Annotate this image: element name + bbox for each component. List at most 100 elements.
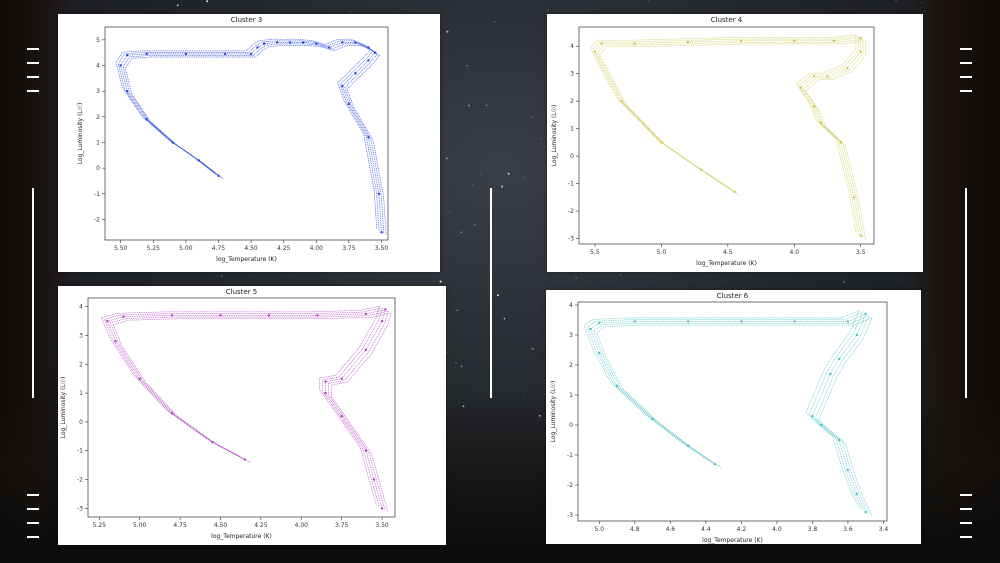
chart-cluster-5: Cluster 5 5.25 5.00 4.75 4.50 4.25 4.00 3.75 3.5… — [60, 288, 396, 540]
data-point — [832, 39, 836, 42]
star — [895, 0, 897, 2]
x-tick-label: 4.2 — [737, 526, 747, 533]
y-tick-label: -1 — [568, 181, 574, 188]
data-point — [819, 121, 822, 125]
star — [538, 414, 541, 417]
star — [221, 275, 223, 277]
y-tick-label: 1 — [79, 390, 83, 397]
data-point — [739, 39, 743, 42]
y-tick-label: 1 — [570, 126, 574, 133]
data-point — [864, 510, 867, 514]
data-point — [197, 159, 201, 162]
data-point — [600, 42, 603, 45]
data-point — [119, 64, 122, 67]
track-line — [106, 309, 386, 509]
y-tick-label: 3 — [79, 332, 83, 339]
x-tick-label: 4.0 — [789, 249, 799, 256]
deco-dash — [27, 76, 39, 78]
data-point — [256, 46, 259, 49]
data-point — [114, 340, 117, 343]
track-line — [124, 45, 387, 236]
data-point — [660, 141, 663, 144]
star — [575, 276, 577, 279]
data-point — [302, 41, 305, 44]
track-line — [101, 305, 380, 505]
x-tick-label: 3.4 — [879, 526, 889, 533]
data-point — [811, 414, 814, 418]
deco-dash — [27, 90, 39, 92]
data-point — [651, 417, 654, 421]
data-point — [373, 51, 377, 54]
y-tick-label: -2 — [568, 208, 574, 215]
data-point — [328, 46, 331, 49]
star — [635, 2, 637, 4]
deco-dash — [27, 494, 39, 496]
data-point — [184, 52, 188, 56]
data-point — [262, 42, 266, 45]
star — [524, 176, 526, 178]
star — [480, 173, 482, 175]
y-tick-label: 3 — [570, 71, 574, 78]
data-point — [243, 458, 246, 461]
y-tick-label: -3 — [567, 512, 573, 519]
data-point — [855, 492, 858, 496]
data-point — [138, 377, 141, 380]
data-point — [589, 327, 592, 331]
track-line — [589, 313, 867, 513]
chart-title: Cluster 6 — [717, 292, 749, 300]
y-tick-label: 4 — [79, 304, 83, 311]
data-point — [289, 41, 292, 44]
x-tick-label: 4.75 — [212, 245, 226, 252]
data-point — [364, 449, 368, 452]
star — [439, 280, 442, 283]
y-tick-label: 4 — [569, 302, 573, 309]
star — [496, 294, 499, 297]
deco-dash — [27, 48, 39, 50]
star — [524, 395, 526, 397]
chart-title: Cluster 4 — [711, 16, 743, 24]
x-tick-label: 5.00 — [179, 245, 193, 252]
data-point — [170, 412, 174, 415]
data-point — [145, 52, 148, 56]
data-point — [837, 357, 841, 361]
y-tick-label: -3 — [568, 236, 574, 243]
series-tracks — [589, 34, 866, 240]
chart-cluster-3: Cluster 3 5.50 5.25 5.00 4.75 4.50 4.25 4.00 3.7… — [77, 16, 389, 263]
data-point — [686, 320, 690, 323]
x-tick-label: 4.8 — [630, 526, 640, 533]
deco-dash — [960, 76, 972, 78]
x-tick-label: 3.75 — [335, 522, 349, 529]
x-tick-label: 5.25 — [93, 522, 107, 529]
data-point — [347, 102, 351, 106]
track-line — [109, 310, 389, 511]
y-tick-label: -1 — [567, 452, 573, 459]
data-point — [211, 440, 214, 444]
y-tick-label: 1 — [569, 392, 573, 399]
star — [500, 185, 504, 188]
data-point — [377, 192, 381, 195]
track-line — [586, 311, 864, 511]
chart-panel-cluster-4: Cluster 4 5.5 5.0 4.5 4.0 3.5 4 3 2 1 0 -1 -2 -3 log_T… — [547, 14, 923, 272]
star — [507, 172, 510, 175]
data-point — [846, 67, 849, 70]
data-point — [367, 136, 370, 139]
y-axis-label: Log_Luminosity (L☉) — [77, 103, 84, 165]
track-line — [117, 40, 380, 231]
track-line — [120, 42, 382, 233]
deco-dash — [960, 508, 972, 510]
data-point — [598, 321, 601, 325]
track-line — [599, 40, 866, 240]
data-point — [145, 118, 148, 121]
x-tick-label: 3.75 — [342, 245, 356, 252]
star — [473, 224, 476, 226]
data-point — [364, 348, 368, 352]
deco-dash — [960, 522, 972, 524]
track-line — [592, 35, 859, 235]
star — [679, 5, 681, 7]
x-tick-label: 4.25 — [254, 522, 268, 529]
y-tick-label: 2 — [96, 114, 100, 121]
y-tick-label: -2 — [94, 216, 100, 223]
star — [350, 11, 352, 12]
y-tick-label: 3 — [96, 88, 100, 95]
x-axis-label: log_Temperature (K) — [696, 260, 757, 267]
